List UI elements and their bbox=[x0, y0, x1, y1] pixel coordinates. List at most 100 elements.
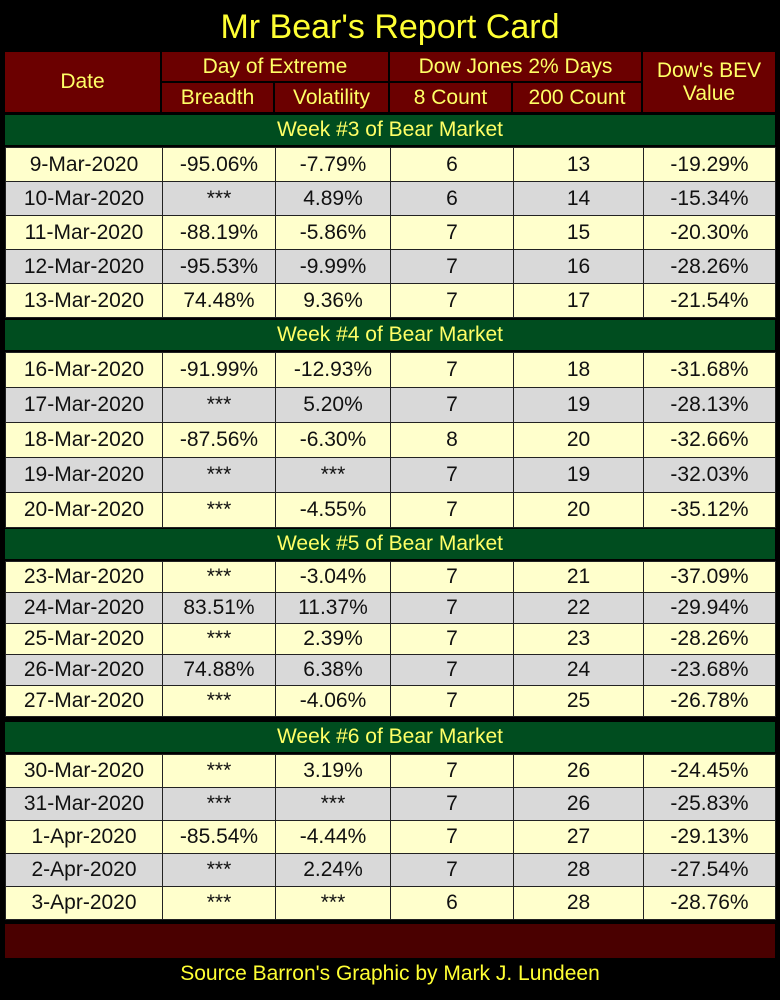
cell-volatility: *** bbox=[275, 457, 391, 493]
cell-date: 18-Mar-2020 bbox=[5, 422, 163, 458]
week-band: Week #5 of Bear Market bbox=[5, 529, 775, 559]
bottom-band bbox=[5, 924, 775, 958]
cell-bev-value: -29.94% bbox=[643, 592, 776, 624]
table-row: 19-Mar-2020 *** *** 7 19 -32.03% bbox=[5, 457, 776, 493]
cell-count-8: 7 bbox=[390, 623, 514, 655]
table-row: 12-Mar-2020 -95.53% -9.99% 7 16 -28.26% bbox=[5, 249, 776, 284]
header-bev-value: Dow's BEV Value bbox=[643, 52, 775, 112]
table-row: 3-Apr-2020 *** *** 6 28 -28.76% bbox=[5, 886, 776, 920]
table-row: 31-Mar-2020 *** *** 7 26 -25.83% bbox=[5, 787, 776, 821]
cell-bev-value: -28.26% bbox=[643, 623, 776, 655]
cell-volatility: 2.39% bbox=[275, 623, 391, 655]
cell-date: 3-Apr-2020 bbox=[5, 886, 163, 920]
cell-date: 30-Mar-2020 bbox=[5, 754, 163, 788]
cell-bev-value: -21.54% bbox=[643, 283, 776, 318]
cell-volatility: *** bbox=[275, 886, 391, 920]
table-row: 20-Mar-2020 *** -4.55% 7 20 -35.12% bbox=[5, 492, 776, 528]
cell-date: 27-Mar-2020 bbox=[5, 685, 163, 717]
cell-count-8: 7 bbox=[390, 352, 514, 388]
cell-breadth: -91.99% bbox=[162, 352, 276, 388]
cell-volatility: 11.37% bbox=[275, 592, 391, 624]
cell-bev-value: -29.13% bbox=[643, 820, 776, 854]
cell-date: 10-Mar-2020 bbox=[5, 181, 163, 216]
cell-breadth: 74.48% bbox=[162, 283, 276, 318]
cell-breadth: 74.88% bbox=[162, 654, 276, 686]
table-row: 25-Mar-2020 *** 2.39% 7 23 -28.26% bbox=[5, 623, 776, 655]
cell-date: 24-Mar-2020 bbox=[5, 592, 163, 624]
table-row: 17-Mar-2020 *** 5.20% 7 19 -28.13% bbox=[5, 387, 776, 423]
cell-breadth: 83.51% bbox=[162, 592, 276, 624]
cell-volatility: 9.36% bbox=[275, 283, 391, 318]
header-bev-line1: Dow's BEV bbox=[656, 58, 762, 82]
cell-count-8: 7 bbox=[390, 592, 514, 624]
cell-date: 11-Mar-2020 bbox=[5, 215, 163, 250]
cell-count-200: 14 bbox=[513, 181, 644, 216]
table-row: 30-Mar-2020 *** 3.19% 7 26 -24.45% bbox=[5, 754, 776, 788]
cell-count-200: 22 bbox=[513, 592, 644, 624]
cell-bev-value: -26.78% bbox=[643, 685, 776, 717]
cell-count-8: 6 bbox=[390, 181, 514, 216]
cell-count-200: 24 bbox=[513, 654, 644, 686]
cell-bev-value: -24.45% bbox=[643, 754, 776, 788]
cell-date: 25-Mar-2020 bbox=[5, 623, 163, 655]
cell-bev-value: -19.29% bbox=[643, 147, 776, 182]
cell-volatility: -7.79% bbox=[275, 147, 391, 182]
cell-bev-value: -32.66% bbox=[643, 422, 776, 458]
header-dow-jones-2pct-days: Dow Jones 2% Days bbox=[390, 52, 641, 81]
cell-date: 9-Mar-2020 bbox=[5, 147, 163, 182]
cell-breadth: *** bbox=[162, 181, 276, 216]
cell-bev-value: -15.34% bbox=[643, 181, 776, 216]
cell-volatility: -3.04% bbox=[275, 561, 391, 593]
week-table: 23-Mar-2020 *** -3.04% 7 21 -37.09% 24-Mar-202… bbox=[5, 561, 776, 717]
cell-count-200: 27 bbox=[513, 820, 644, 854]
header-date: Date bbox=[5, 52, 160, 112]
header-day-of-extreme: Day of Extreme bbox=[162, 52, 388, 81]
cell-breadth: -88.19% bbox=[162, 215, 276, 250]
cell-date: 19-Mar-2020 bbox=[5, 457, 163, 493]
cell-count-8: 6 bbox=[390, 147, 514, 182]
cell-date: 17-Mar-2020 bbox=[5, 387, 163, 423]
header-volatility: Volatility bbox=[275, 83, 388, 112]
cell-date: 13-Mar-2020 bbox=[5, 283, 163, 318]
cell-breadth: *** bbox=[162, 754, 276, 788]
cell-volatility: -6.30% bbox=[275, 422, 391, 458]
table-row: 9-Mar-2020 -95.06% -7.79% 6 13 -19.29% bbox=[5, 147, 776, 182]
cell-count-8: 6 bbox=[390, 886, 514, 920]
cell-volatility: -9.99% bbox=[275, 249, 391, 284]
cell-bev-value: -32.03% bbox=[643, 457, 776, 493]
cell-bev-value: -31.68% bbox=[643, 352, 776, 388]
cell-breadth: *** bbox=[162, 853, 276, 887]
cell-breadth: -95.06% bbox=[162, 147, 276, 182]
cell-bev-value: -25.83% bbox=[643, 787, 776, 821]
table-row: 1-Apr-2020 -85.54% -4.44% 7 27 -29.13% bbox=[5, 820, 776, 854]
cell-count-8: 8 bbox=[390, 422, 514, 458]
table-row: 26-Mar-2020 74.88% 6.38% 7 24 -23.68% bbox=[5, 654, 776, 686]
header-breadth: Breadth bbox=[162, 83, 273, 112]
cell-count-8: 7 bbox=[390, 457, 514, 493]
week-table: 16-Mar-2020 -91.99% -12.93% 7 18 -31.68% 17-Ma… bbox=[5, 352, 776, 528]
cell-breadth: -85.54% bbox=[162, 820, 276, 854]
cell-count-8: 7 bbox=[390, 387, 514, 423]
cell-count-8: 7 bbox=[390, 492, 514, 528]
cell-date: 1-Apr-2020 bbox=[5, 820, 163, 854]
cell-date: 2-Apr-2020 bbox=[5, 853, 163, 887]
cell-bev-value: -23.68% bbox=[643, 654, 776, 686]
cell-bev-value: -27.54% bbox=[643, 853, 776, 887]
cell-volatility: 6.38% bbox=[275, 654, 391, 686]
cell-bev-value: -28.26% bbox=[643, 249, 776, 284]
header-8-count: 8 Count bbox=[390, 83, 511, 112]
cell-volatility: 4.89% bbox=[275, 181, 391, 216]
cell-volatility: -4.55% bbox=[275, 492, 391, 528]
table-row: 16-Mar-2020 -91.99% -12.93% 7 18 -31.68% bbox=[5, 352, 776, 388]
cell-count-200: 21 bbox=[513, 561, 644, 593]
cell-breadth: *** bbox=[162, 685, 276, 717]
cell-count-200: 19 bbox=[513, 387, 644, 423]
week-band: Week #6 of Bear Market bbox=[5, 722, 775, 752]
cell-bev-value: -28.76% bbox=[643, 886, 776, 920]
cell-breadth: *** bbox=[162, 387, 276, 423]
table-row: 24-Mar-2020 83.51% 11.37% 7 22 -29.94% bbox=[5, 592, 776, 624]
cell-count-200: 20 bbox=[513, 492, 644, 528]
cell-breadth: -95.53% bbox=[162, 249, 276, 284]
cell-volatility: 3.19% bbox=[275, 754, 391, 788]
